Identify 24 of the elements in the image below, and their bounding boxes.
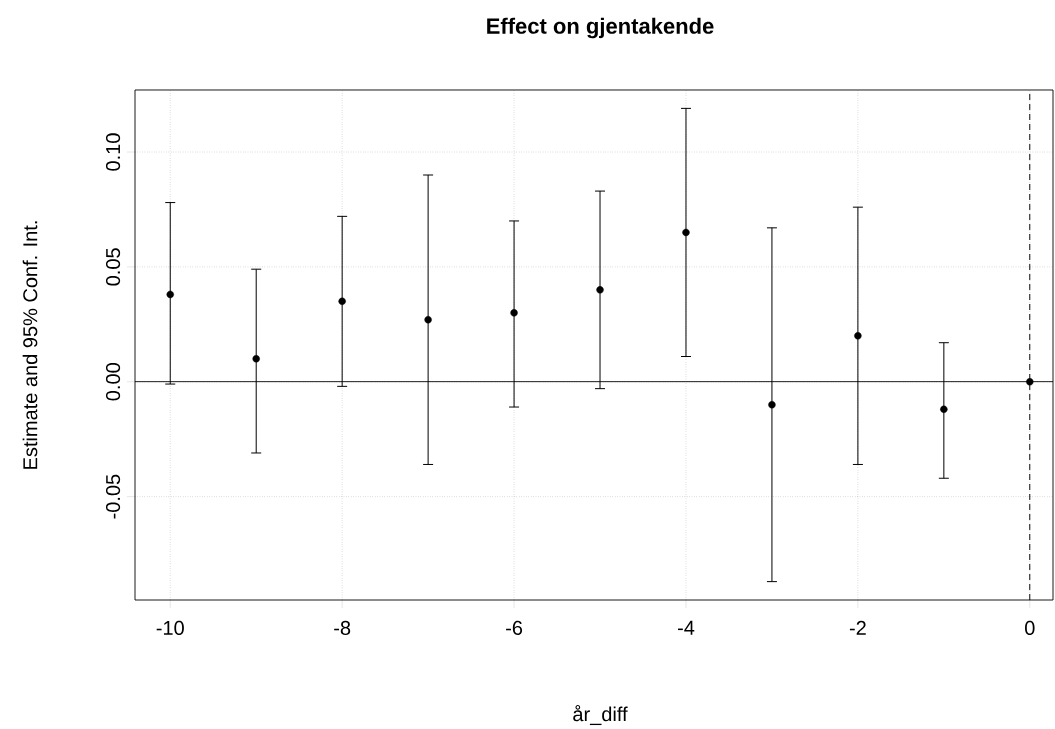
point	[682, 228, 690, 237]
x-tick-label: 0	[1025, 620, 1035, 636]
y-axis-title: Estimate and 95% Conf. Int.	[22, 221, 38, 469]
point	[768, 401, 776, 409]
point	[338, 297, 346, 306]
x-tick-label: -10	[156, 620, 184, 636]
point	[1026, 378, 1034, 386]
point	[510, 309, 518, 317]
y-tick-label: -0.05	[105, 474, 121, 519]
y-tick-label: 0.05	[105, 248, 121, 286]
chart-title: Effect on gjentakende	[487, 17, 714, 39]
point	[596, 286, 604, 294]
point	[854, 332, 862, 340]
y-tick-label: 0.00	[105, 363, 121, 401]
x-axis-title: år_diff	[573, 704, 628, 726]
y-tick-label: 0.10	[105, 133, 121, 171]
point	[252, 355, 260, 363]
point	[166, 290, 174, 299]
x-tick-label: -4	[677, 620, 695, 635]
point	[940, 405, 948, 414]
x-tick-label: -2	[849, 620, 866, 635]
x-tick-label: -8	[334, 620, 351, 636]
point	[424, 316, 432, 324]
x-tick-label: -6	[506, 620, 523, 636]
